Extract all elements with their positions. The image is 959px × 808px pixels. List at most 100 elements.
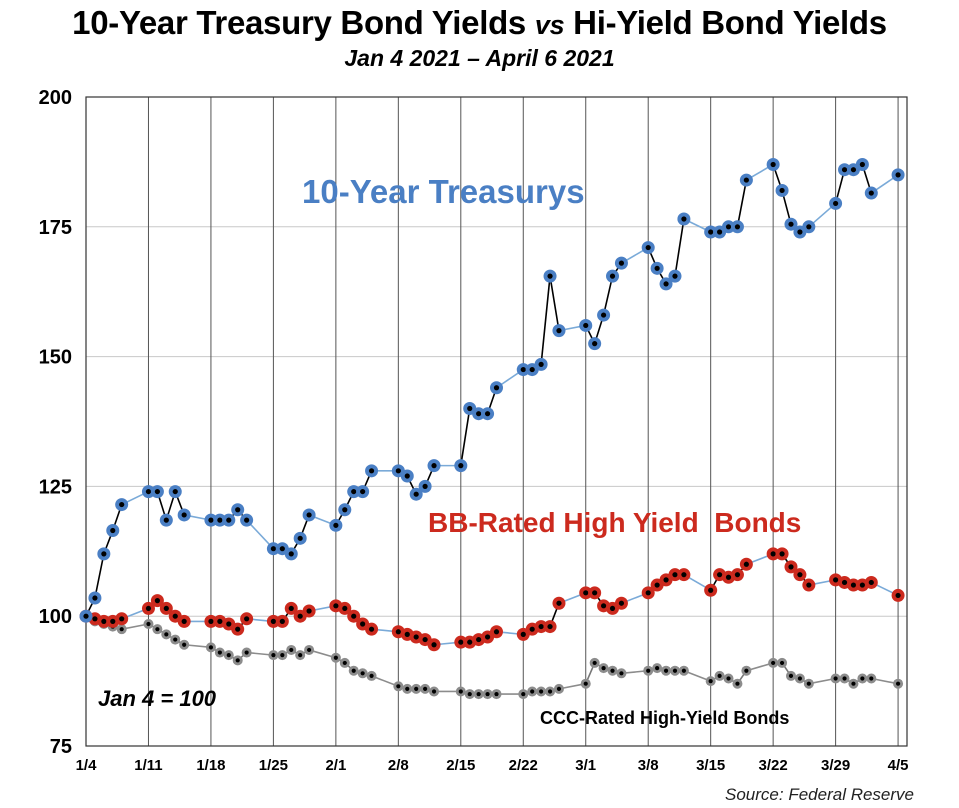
chart-title: 10-Year Treasury Bond Yields vs Hi-Yield…: [0, 4, 959, 42]
series-ccc-rated-high-yield-bonds: [81, 611, 904, 700]
data-point-center: [797, 572, 803, 578]
data-point-center: [404, 473, 410, 479]
data-point-center: [83, 613, 89, 619]
data-point-center: [467, 405, 473, 412]
data-point-center: [556, 686, 562, 691]
data-point-center: [539, 689, 544, 694]
data-point-center: [333, 522, 339, 528]
y-tick-label: 75: [50, 736, 72, 758]
data-point-center: [306, 647, 312, 653]
data-point-center: [414, 686, 419, 691]
series-10-year-treasurys: [79, 157, 905, 623]
data-point-center: [145, 488, 152, 495]
title-right: Hi-Yield Bond Yields: [573, 4, 887, 41]
data-point-center: [771, 660, 776, 666]
data-point-center: [395, 629, 401, 635]
data-point-center: [556, 328, 562, 334]
data-point-center: [735, 681, 740, 686]
data-point-center: [592, 660, 597, 666]
data-point-center: [431, 642, 437, 648]
data-point-center: [538, 361, 544, 367]
source-note: Source: Federal Reserve: [725, 785, 914, 804]
x-tick-label: 3/8: [638, 757, 659, 774]
data-point-center: [351, 613, 357, 619]
data-point-center: [663, 281, 669, 287]
series-line-segment: [94, 553, 105, 599]
data-point-center: [869, 676, 874, 681]
data-point-center: [217, 618, 223, 624]
data-point-center: [208, 517, 214, 523]
data-point-center: [583, 681, 588, 686]
data-point-center: [369, 673, 374, 679]
data-point-center: [538, 623, 544, 630]
data-point-center: [850, 167, 857, 173]
y-tick-label: 100: [39, 606, 72, 628]
data-point-center: [217, 650, 222, 655]
data-point-center: [779, 187, 785, 194]
data-point-center: [208, 645, 214, 650]
data-point-center: [592, 341, 598, 347]
data-point-center: [833, 200, 839, 207]
data-point-center: [342, 605, 348, 612]
data-point-center: [493, 385, 500, 391]
data-point-center: [360, 621, 366, 627]
data-point-center: [530, 689, 535, 694]
data-point-center: [788, 221, 794, 227]
data-point-center: [279, 618, 285, 624]
data-point-center: [672, 668, 678, 673]
chart-subtitle: Jan 4 2021 – April 6 2021: [344, 45, 615, 71]
data-point-center: [797, 229, 803, 235]
y-tick-label: 125: [39, 476, 72, 498]
data-point-center: [413, 491, 419, 497]
data-point-center: [226, 517, 232, 523]
data-point-center: [797, 676, 803, 681]
data-point-center: [725, 574, 732, 580]
data-point-center: [609, 605, 616, 612]
data-point-center: [716, 229, 723, 235]
data-point-center: [618, 260, 625, 266]
data-point-center: [841, 167, 848, 173]
data-point-center: [779, 551, 785, 557]
data-point-center: [494, 691, 499, 697]
data-point-center: [556, 600, 562, 606]
data-point-center: [181, 512, 187, 518]
data-point-center: [485, 691, 490, 697]
data-point-center: [458, 689, 463, 694]
data-point-center: [101, 551, 107, 557]
data-point-center: [610, 668, 615, 673]
axes: 75 100 125 150 175 200 1/4 1/11 1/18 1/25 2/1 2/8 2/…: [39, 87, 909, 774]
data-point-center: [601, 666, 606, 671]
data-point-center: [360, 671, 365, 676]
data-point-center: [708, 587, 714, 593]
data-point-center: [333, 655, 338, 660]
data-point-center: [271, 653, 276, 658]
data-point-center: [583, 590, 589, 596]
data-point-center: [779, 660, 785, 666]
data-point-center: [458, 463, 464, 469]
data-point-center: [110, 527, 116, 534]
x-tick-label: 3/29: [821, 757, 850, 774]
data-point-center: [841, 579, 848, 586]
data-point-center: [743, 561, 749, 567]
data-point-center: [476, 411, 482, 417]
data-point-center: [172, 488, 178, 495]
title-vs: vs: [534, 10, 565, 40]
series-lines: [85, 163, 899, 695]
data-point-center: [342, 507, 348, 513]
data-point-center: [431, 463, 437, 469]
data-point-center: [351, 668, 356, 673]
data-point-center: [646, 668, 651, 673]
data-point-center: [119, 627, 124, 632]
data-point-center: [155, 627, 160, 632]
data-point-center: [119, 616, 125, 622]
y-tick-label: 150: [39, 347, 72, 369]
data-point-center: [788, 673, 794, 679]
data-point-center: [744, 668, 749, 673]
data-point-center: [182, 642, 187, 647]
data-point-center: [708, 229, 714, 235]
data-point-center: [422, 636, 428, 643]
data-point-center: [235, 658, 240, 663]
data-point-center: [770, 551, 776, 557]
data-point-center: [297, 535, 303, 541]
